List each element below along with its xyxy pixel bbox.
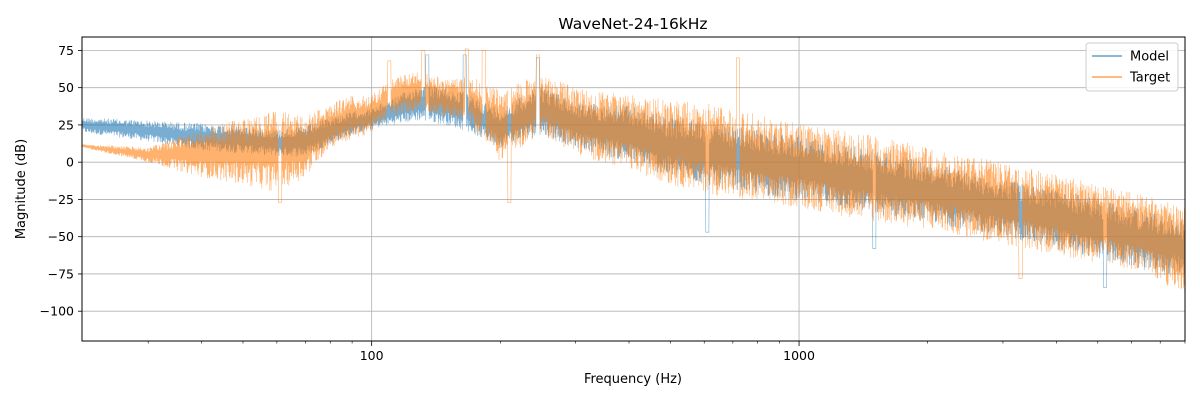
x-tick-label: 100 xyxy=(360,348,384,363)
axis-ticks: 75 50 25 0 −25 −50 −75 −100 100 1000 xyxy=(40,43,1186,363)
series-target-line xyxy=(81,48,1186,293)
y-tick-label: 25 xyxy=(58,117,74,132)
y-tick-label: −50 xyxy=(48,229,74,244)
y-tick-label: 50 xyxy=(58,80,74,95)
plot-background xyxy=(82,37,1185,341)
legend-label-target: Target xyxy=(1129,71,1170,86)
y-tick-label: −75 xyxy=(48,266,74,281)
legend-box xyxy=(1085,42,1179,92)
x-axis-title: Frequency (Hz) xyxy=(584,372,682,387)
y-axis-title: Magnitude (dB) xyxy=(14,139,29,239)
series-layer xyxy=(81,48,1186,293)
plot-frame xyxy=(81,36,1186,342)
y-tick-label: −100 xyxy=(40,304,74,319)
x-tick-label: 1000 xyxy=(783,348,815,363)
y-tick-label: 75 xyxy=(58,43,74,58)
legend-label-model: Model xyxy=(1130,50,1169,65)
chart-title: WaveNet-24-16kHz xyxy=(558,15,707,33)
legend: Model Target xyxy=(1085,42,1179,92)
y-tick-label: 0 xyxy=(66,155,74,170)
y-tick-label: −25 xyxy=(48,192,74,207)
